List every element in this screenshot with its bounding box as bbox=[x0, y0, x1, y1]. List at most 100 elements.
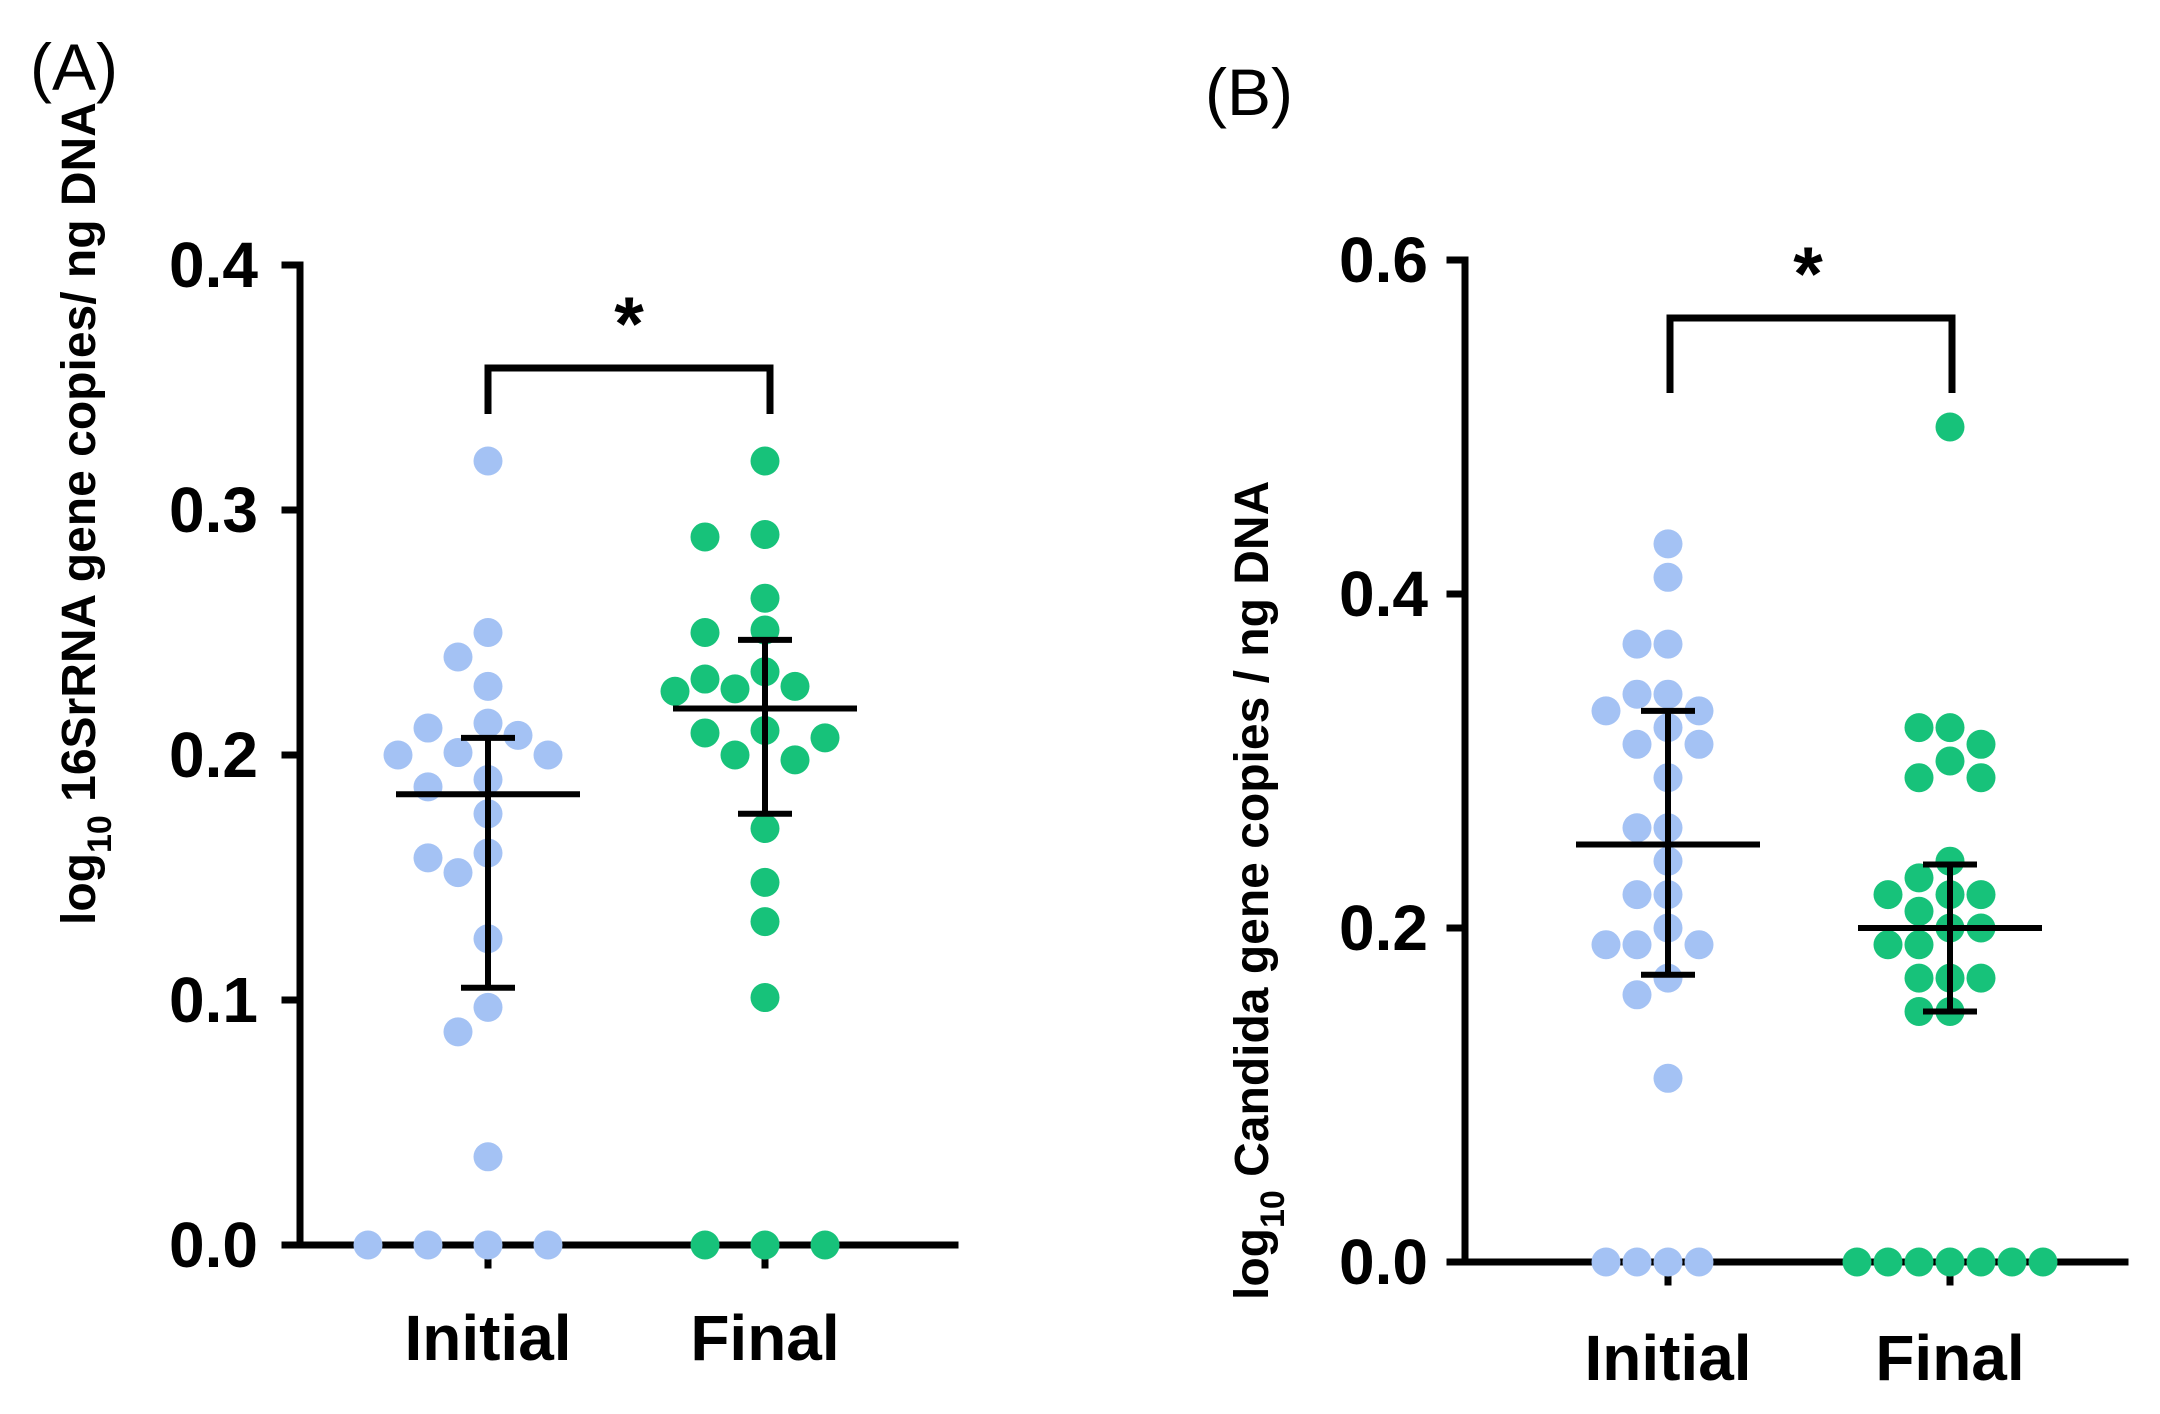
panel-a-initial-point bbox=[473, 1142, 503, 1172]
panel-b-final-point bbox=[1904, 997, 1934, 1026]
panel-a-initial-point bbox=[503, 720, 533, 750]
panel-b-final-point bbox=[1935, 412, 1965, 442]
panel-a-initial-point bbox=[443, 1017, 473, 1047]
panel-a-y-tick-label: 0.2 bbox=[169, 719, 258, 791]
panel-b-initial-point bbox=[1591, 1247, 1621, 1277]
panel-b-final-point bbox=[1966, 763, 1996, 793]
panel-a-initial-point bbox=[443, 858, 473, 888]
panel-a: (A) log10 16SrRNA gene copies/ ng DNA 0.… bbox=[30, 30, 959, 1374]
panel-b-final-point bbox=[1935, 746, 1965, 776]
panel-b-final-point bbox=[1873, 880, 1903, 910]
panel-b-final-point bbox=[1904, 713, 1934, 743]
panel-b-final-point bbox=[1904, 963, 1934, 993]
panel-b-initial-point bbox=[1653, 1247, 1683, 1277]
panel-a-category-initial: Initial bbox=[404, 1302, 571, 1374]
panel-b-initial-point bbox=[1653, 1063, 1683, 1093]
panel-a-significance-star: * bbox=[614, 282, 644, 367]
panel-b-initial-point bbox=[1622, 1247, 1652, 1277]
panel-a-final-point bbox=[750, 983, 780, 1013]
panel-a-final-point bbox=[750, 520, 780, 549]
panel-a-initial-point bbox=[533, 740, 563, 770]
panel-b-initial-point bbox=[1653, 562, 1683, 592]
panel-b-initial-point bbox=[1684, 696, 1714, 726]
panel-a-final-point bbox=[780, 745, 810, 775]
panel-a-final-point bbox=[720, 674, 750, 704]
panel-a-label: (A) bbox=[30, 30, 118, 104]
panel-b-final-point bbox=[1904, 863, 1934, 893]
panel-b-initial-point bbox=[1684, 930, 1714, 960]
panel-b-y-tick-label: 0.6 bbox=[1339, 224, 1428, 296]
panel-b-final-point bbox=[1997, 1247, 2027, 1277]
panel-b-initial-point bbox=[1591, 930, 1621, 960]
panel-b-final-point bbox=[1966, 1247, 1996, 1277]
panel-b-initial-point bbox=[1622, 930, 1652, 960]
panel-a-initial-point bbox=[383, 740, 413, 770]
panel-a-final-point bbox=[750, 446, 780, 476]
panel-a-y-tick-label: 0.0 bbox=[169, 1209, 258, 1281]
panel-a-category-final: Final bbox=[690, 1302, 839, 1374]
panel-a-initial-point bbox=[473, 671, 503, 701]
panel-a-y-tick-label: 0.3 bbox=[169, 474, 258, 546]
panel-b-initial-point bbox=[1653, 963, 1683, 993]
panel-b-final-point bbox=[1966, 880, 1996, 910]
panel-a-final-point bbox=[750, 583, 780, 613]
panel-a-initial-point bbox=[473, 1230, 503, 1260]
panel-a-final-point bbox=[690, 718, 720, 748]
panel-b: (B) log10 Candida gene copies / ng DNA 0… bbox=[1205, 55, 2129, 1394]
panel-a-initial-point bbox=[443, 642, 473, 672]
panel-b-significance-star: * bbox=[1793, 232, 1823, 317]
panel-b-final-point bbox=[2028, 1247, 2058, 1277]
panel-a-initial-point bbox=[413, 843, 443, 873]
panel-a-y-tick-label: 0.4 bbox=[169, 229, 258, 301]
panel-a-final-point bbox=[690, 664, 720, 694]
panel-b-category-initial: Initial bbox=[1584, 1322, 1751, 1394]
panel-a-y-axis-label: log10 16SrRNA gene copies/ ng DNA bbox=[53, 102, 119, 925]
panel-a-significance-bracket bbox=[484, 364, 774, 414]
panel-b-y-tick-label: 0.2 bbox=[1339, 892, 1428, 964]
panel-a-initial-point bbox=[353, 1230, 383, 1260]
panel-a-final-point bbox=[660, 676, 690, 706]
panel-a-y-tick-label: 0.1 bbox=[169, 964, 258, 1036]
panel-b-final-point bbox=[1904, 763, 1934, 793]
panel-b-category-final: Final bbox=[1875, 1322, 2024, 1394]
panel-b-initial-point bbox=[1653, 629, 1683, 659]
panel-a-final-point bbox=[690, 522, 720, 552]
panel-a-initial-point bbox=[473, 708, 503, 738]
panel-b-initial-point bbox=[1684, 1247, 1714, 1277]
panel-b-final-point bbox=[1842, 1247, 1872, 1277]
panel-a-initial-point bbox=[443, 738, 473, 768]
panel-b-initial-point bbox=[1591, 696, 1621, 726]
panel-b-final-point bbox=[1966, 963, 1996, 993]
panel-a-final-point bbox=[750, 907, 780, 937]
panel-a-initial-point bbox=[413, 713, 443, 743]
panel-b-label: (B) bbox=[1205, 55, 1293, 129]
panel-a-initial-point bbox=[473, 618, 503, 647]
panel-b-initial-point bbox=[1622, 980, 1652, 1010]
panel-b-initial-point bbox=[1622, 880, 1652, 910]
panel-b-final-point bbox=[1873, 930, 1903, 960]
panel-b-final-point bbox=[1873, 1247, 1903, 1277]
panel-b-significance-bracket bbox=[1666, 314, 1956, 393]
panel-b-y-tick-label: 0.4 bbox=[1339, 558, 1428, 630]
panel-b-final-point bbox=[1935, 1247, 1965, 1277]
panel-b-initial-point bbox=[1653, 679, 1683, 709]
panel-b-final-point bbox=[1935, 713, 1965, 743]
panel-b-y-tick-label: 0.0 bbox=[1339, 1226, 1428, 1298]
panel-b-final-point bbox=[1904, 896, 1934, 926]
panel-b-initial-point bbox=[1622, 729, 1652, 759]
panel-a-final-point bbox=[810, 1230, 840, 1260]
panel-a-final-point bbox=[690, 618, 720, 647]
panel-b-final-point bbox=[1904, 930, 1934, 960]
panel-a-initial-point bbox=[533, 1230, 563, 1260]
panel-b-final-point bbox=[1935, 846, 1965, 876]
panel-b-final-point bbox=[1904, 1247, 1934, 1277]
panel-b-initial-point bbox=[1622, 813, 1652, 843]
panel-a-initial-point bbox=[473, 992, 503, 1022]
panel-a-initial-point bbox=[473, 446, 503, 476]
panel-b-initial-point bbox=[1622, 679, 1652, 709]
panel-a-final-point bbox=[780, 671, 810, 701]
panel-b-initial-point bbox=[1622, 629, 1652, 659]
panel-a-initial-point bbox=[413, 1230, 443, 1260]
panel-b-initial-point bbox=[1653, 529, 1683, 559]
